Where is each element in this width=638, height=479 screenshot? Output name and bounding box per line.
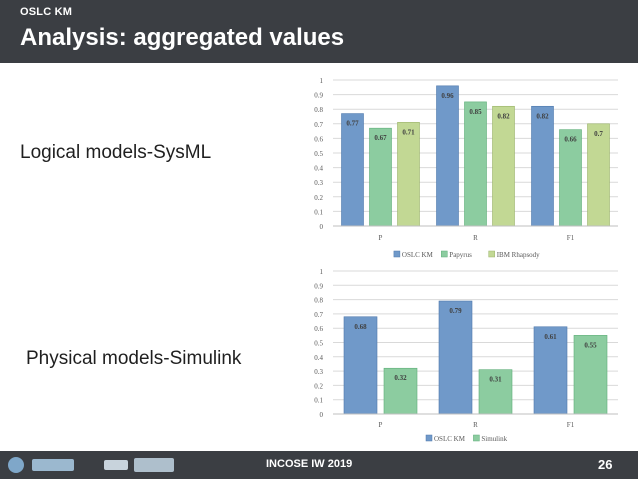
c1-data-label: 0.82: [497, 112, 510, 120]
c1-bar-papyrus: [369, 127, 392, 227]
c1-bar-oslc-km: [436, 85, 459, 227]
c1-category-label: F1: [567, 234, 575, 242]
c1-data-label: 0.82: [536, 112, 549, 120]
c1-category-label: P: [379, 234, 383, 242]
acm-logo-mark: [104, 460, 128, 470]
c2-data-label: 0.31: [489, 376, 502, 384]
c1-ytick-label: 0.3: [314, 179, 323, 187]
uc3m-logo-mark: [134, 458, 174, 472]
c1-legend-swatch: [393, 250, 401, 258]
c1-data-label: 0.85: [469, 108, 482, 116]
slide-title: Analysis: aggregated values: [20, 24, 345, 51]
reuse-logo-icon: [8, 457, 24, 473]
c1-data-label: 0.96: [441, 92, 454, 100]
c2-bar-oslc-km: [343, 316, 378, 415]
c1-ytick-label: 0.9: [314, 92, 323, 100]
c2-bar-simulink: [478, 369, 513, 415]
c2-ytick-label: 0.7: [314, 311, 323, 319]
c2-legend-label: OSLC KM: [434, 435, 466, 443]
slide-footer: INCOSE IW 2019 26: [0, 451, 638, 479]
c1-ytick-label: 0.6: [314, 135, 323, 143]
c2-bar-simulink: [383, 367, 418, 415]
c2-data-label: 0.68: [354, 323, 367, 331]
c1-bar-ibm-rhapsody: [492, 105, 515, 227]
c1-data-label: 0.67: [374, 134, 387, 142]
page-number: 26: [598, 457, 613, 472]
c2-bar-simulink: [573, 335, 608, 415]
c1-ytick-label: 0.5: [314, 150, 323, 158]
c1-data-label: 0.66: [564, 136, 577, 144]
c1-ytick-label: 0.8: [314, 106, 323, 114]
c2-category-label: P: [379, 421, 383, 429]
c1-category-label: R: [473, 234, 478, 242]
c2-data-label: 0.79: [449, 307, 462, 315]
c2-bar-oslc-km: [438, 300, 473, 415]
c1-ytick-label: 0.2: [314, 194, 323, 202]
c2-category-label: F1: [567, 421, 575, 429]
c1-ytick-label: 1: [320, 77, 324, 85]
c2-ytick-label: 0.1: [314, 397, 323, 405]
c1-legend-label: Papyrus: [449, 251, 472, 259]
c1-legend-swatch: [488, 250, 495, 258]
c1-legend-label: IBM Rhapsody: [497, 251, 540, 259]
c1-bar-oslc-km: [531, 105, 554, 227]
c2-data-label: 0.32: [394, 374, 407, 382]
c1-data-label: 0.77: [346, 120, 359, 128]
c1-bar-papyrus: [559, 129, 582, 227]
c2-ytick-label: 0.4: [314, 354, 323, 362]
c2-legend-swatch: [473, 434, 480, 442]
reuse-logo-mark: [32, 459, 74, 471]
c1-ytick-label: 0.4: [314, 165, 323, 173]
c2-legend-label: Simulink: [481, 435, 507, 443]
c1-data-label: 0.71: [402, 128, 415, 136]
c1-bar-oslc-km: [341, 113, 364, 227]
c1-bar-ibm-rhapsody: [397, 122, 420, 227]
c2-category-label: R: [473, 421, 478, 429]
c2-ytick-label: 0.2: [314, 382, 323, 390]
c1-data-label: 0.7: [594, 130, 603, 138]
c1-legend-swatch: [441, 250, 448, 258]
chart1-caption: Logical models-SysML: [20, 142, 212, 163]
c2-ytick-label: 0.3: [314, 368, 323, 376]
c1-legend-label: OSLC KM: [402, 251, 434, 259]
c2-data-label: 0.55: [584, 341, 597, 349]
c2-legend-swatch: [425, 434, 433, 442]
c1-bar-ibm-rhapsody: [587, 123, 610, 227]
sponsor-logos: [8, 457, 174, 473]
c2-ytick-label: 0.5: [314, 340, 323, 348]
c2-ytick-label: 0.9: [314, 282, 323, 290]
c2-ytick-label: 1: [320, 268, 324, 276]
c2-ytick-label: 0.6: [314, 325, 323, 333]
c1-ytick-label: 0.7: [314, 121, 323, 129]
conference-name: INCOSE IW 2019: [266, 458, 353, 470]
c1-bar-papyrus: [464, 101, 487, 227]
c1-ytick-label: 0: [320, 223, 324, 231]
c2-ytick-label: 0: [320, 411, 324, 419]
c2-data-label: 0.61: [544, 333, 557, 341]
chart2-caption: Physical models-Simulink: [26, 348, 242, 369]
slide-header: OSLC KM Analysis: aggregated values: [0, 0, 638, 63]
c1-ytick-label: 0.1: [314, 208, 323, 216]
c2-ytick-label: 0.8: [314, 297, 323, 305]
section-kicker: OSLC KM: [20, 6, 73, 18]
